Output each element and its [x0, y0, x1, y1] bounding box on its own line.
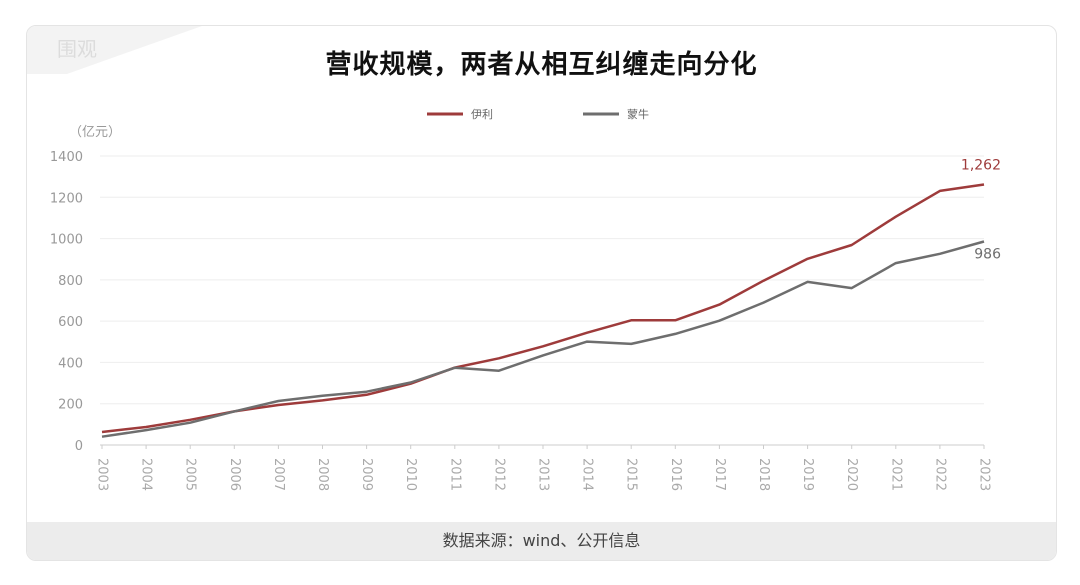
x-tick-label: 2006	[227, 458, 242, 491]
x-tick-label: 2011	[447, 458, 462, 491]
x-tick-label: 2003	[95, 458, 110, 491]
y-tick-label: 600	[58, 315, 83, 330]
x-tick-label: 2020	[844, 458, 859, 491]
legend-label-yili: 伊利	[471, 108, 493, 121]
x-tick-label: 2017	[712, 458, 727, 491]
y-tick-label: 400	[58, 356, 83, 371]
x-tick-label: 2016	[668, 458, 683, 491]
x-tick-label: 2012	[491, 458, 506, 491]
line-chart: （亿元） 0 200 400 600 800 1000 1200 1400 2003 2004 200…	[50, 107, 1001, 491]
x-tick-label: 2015	[624, 458, 639, 491]
y-tick-label: 1000	[50, 233, 83, 248]
y-tick-label: 800	[58, 274, 83, 289]
series-line-yili	[101, 183, 985, 434]
x-tick-label: 2021	[888, 458, 903, 491]
chart-title: 营收规模，两者从相互纠缠走向分化	[325, 50, 758, 80]
watermark-logo: 围观	[27, 26, 202, 74]
x-tick-label: 2010	[403, 458, 418, 491]
x-tick-label: 2013	[536, 458, 551, 491]
y-tick-label: 200	[58, 398, 83, 413]
x-tick-label: 2005	[183, 458, 198, 491]
y-tick-label: 1200	[50, 191, 83, 206]
x-tick-label: 2023	[977, 458, 992, 491]
series-line-mengniu	[101, 240, 985, 438]
y-axis-label: （亿元）	[69, 125, 121, 140]
x-tick-label: 2019	[800, 458, 815, 491]
x-tick-label: 2014	[580, 458, 595, 491]
x-tick-label: 2004	[139, 458, 154, 491]
y-tick-label: 1400	[50, 150, 83, 165]
x-tick-label: 2018	[756, 458, 771, 491]
end-value-label-yili: 1,262	[961, 157, 1001, 173]
x-tick-label: 2022	[932, 458, 947, 491]
y-tick-label: 0	[75, 439, 83, 454]
x-tick-label: 2009	[359, 458, 374, 491]
svg-text:围观: 围观	[57, 37, 97, 61]
x-tick-label: 2007	[271, 458, 286, 491]
source-footer: 数据来源：wind、公开信息	[27, 522, 1056, 560]
legend-label-mengniu: 蒙牛	[627, 107, 649, 121]
end-value-label-mengniu: 986	[974, 246, 1001, 262]
chart-card: 围观 营收规模，两者从相互纠缠走向分化 （亿元） 0 200 400 600 800 100…	[26, 25, 1057, 561]
x-tick-label: 2008	[315, 458, 330, 491]
